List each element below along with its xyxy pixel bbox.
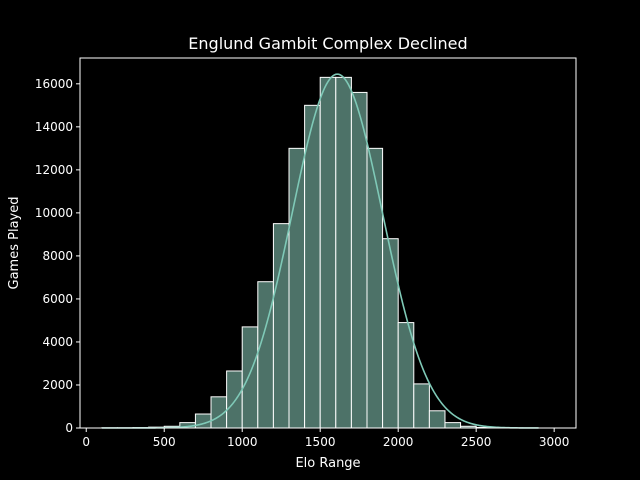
y-tick-label: 10000 (35, 206, 73, 220)
x-tick-label: 1500 (305, 435, 336, 449)
histogram-bar (444, 422, 462, 429)
histogram-bar (257, 281, 274, 429)
y-tick-label: 2000 (42, 378, 73, 392)
kde-line (101, 73, 539, 429)
bars-layer (101, 76, 540, 429)
x-tick-label: 2000 (383, 435, 414, 449)
histogram-bar (397, 322, 415, 429)
y-axis-ticks: 0 2000 4000 6000 8000 10000 12000 14000 16000 (35, 77, 80, 435)
y-axis-label: Games Played (7, 197, 22, 290)
x-tick-label: 500 (153, 435, 176, 449)
histogram-bar (272, 223, 290, 429)
x-axis-label: Elo Range (295, 456, 360, 471)
x-tick-label: 2500 (461, 435, 492, 449)
x-tick-label: 1000 (227, 435, 258, 449)
x-axis-ticks: 0 500 1000 1500 2000 2500 3000 (82, 428, 569, 449)
y-tick-label: 8000 (42, 249, 73, 263)
histogram-bar (350, 91, 368, 429)
histogram-bar (335, 76, 352, 429)
x-tick-label: 0 (82, 435, 90, 449)
y-tick-label: 4000 (42, 335, 73, 349)
x-tick-label: 3000 (539, 435, 570, 449)
histogram-bar (413, 383, 430, 429)
y-tick-label: 16000 (35, 77, 73, 91)
histogram-bar (241, 326, 259, 429)
histogram-bar (226, 370, 243, 429)
histogram-bar (366, 147, 384, 429)
y-tick-label: 0 (65, 421, 73, 435)
histogram-bar (382, 238, 399, 429)
y-tick-label: 6000 (42, 292, 73, 306)
y-tick-label: 14000 (35, 120, 73, 134)
plot-frame (79, 57, 577, 429)
y-tick-label: 12000 (35, 163, 73, 177)
histogram-bar (428, 410, 446, 429)
chart-title: Englund Gambit Complex Declined (188, 34, 467, 53)
histogram-bar (304, 104, 321, 429)
histogram-bar (319, 76, 337, 429)
